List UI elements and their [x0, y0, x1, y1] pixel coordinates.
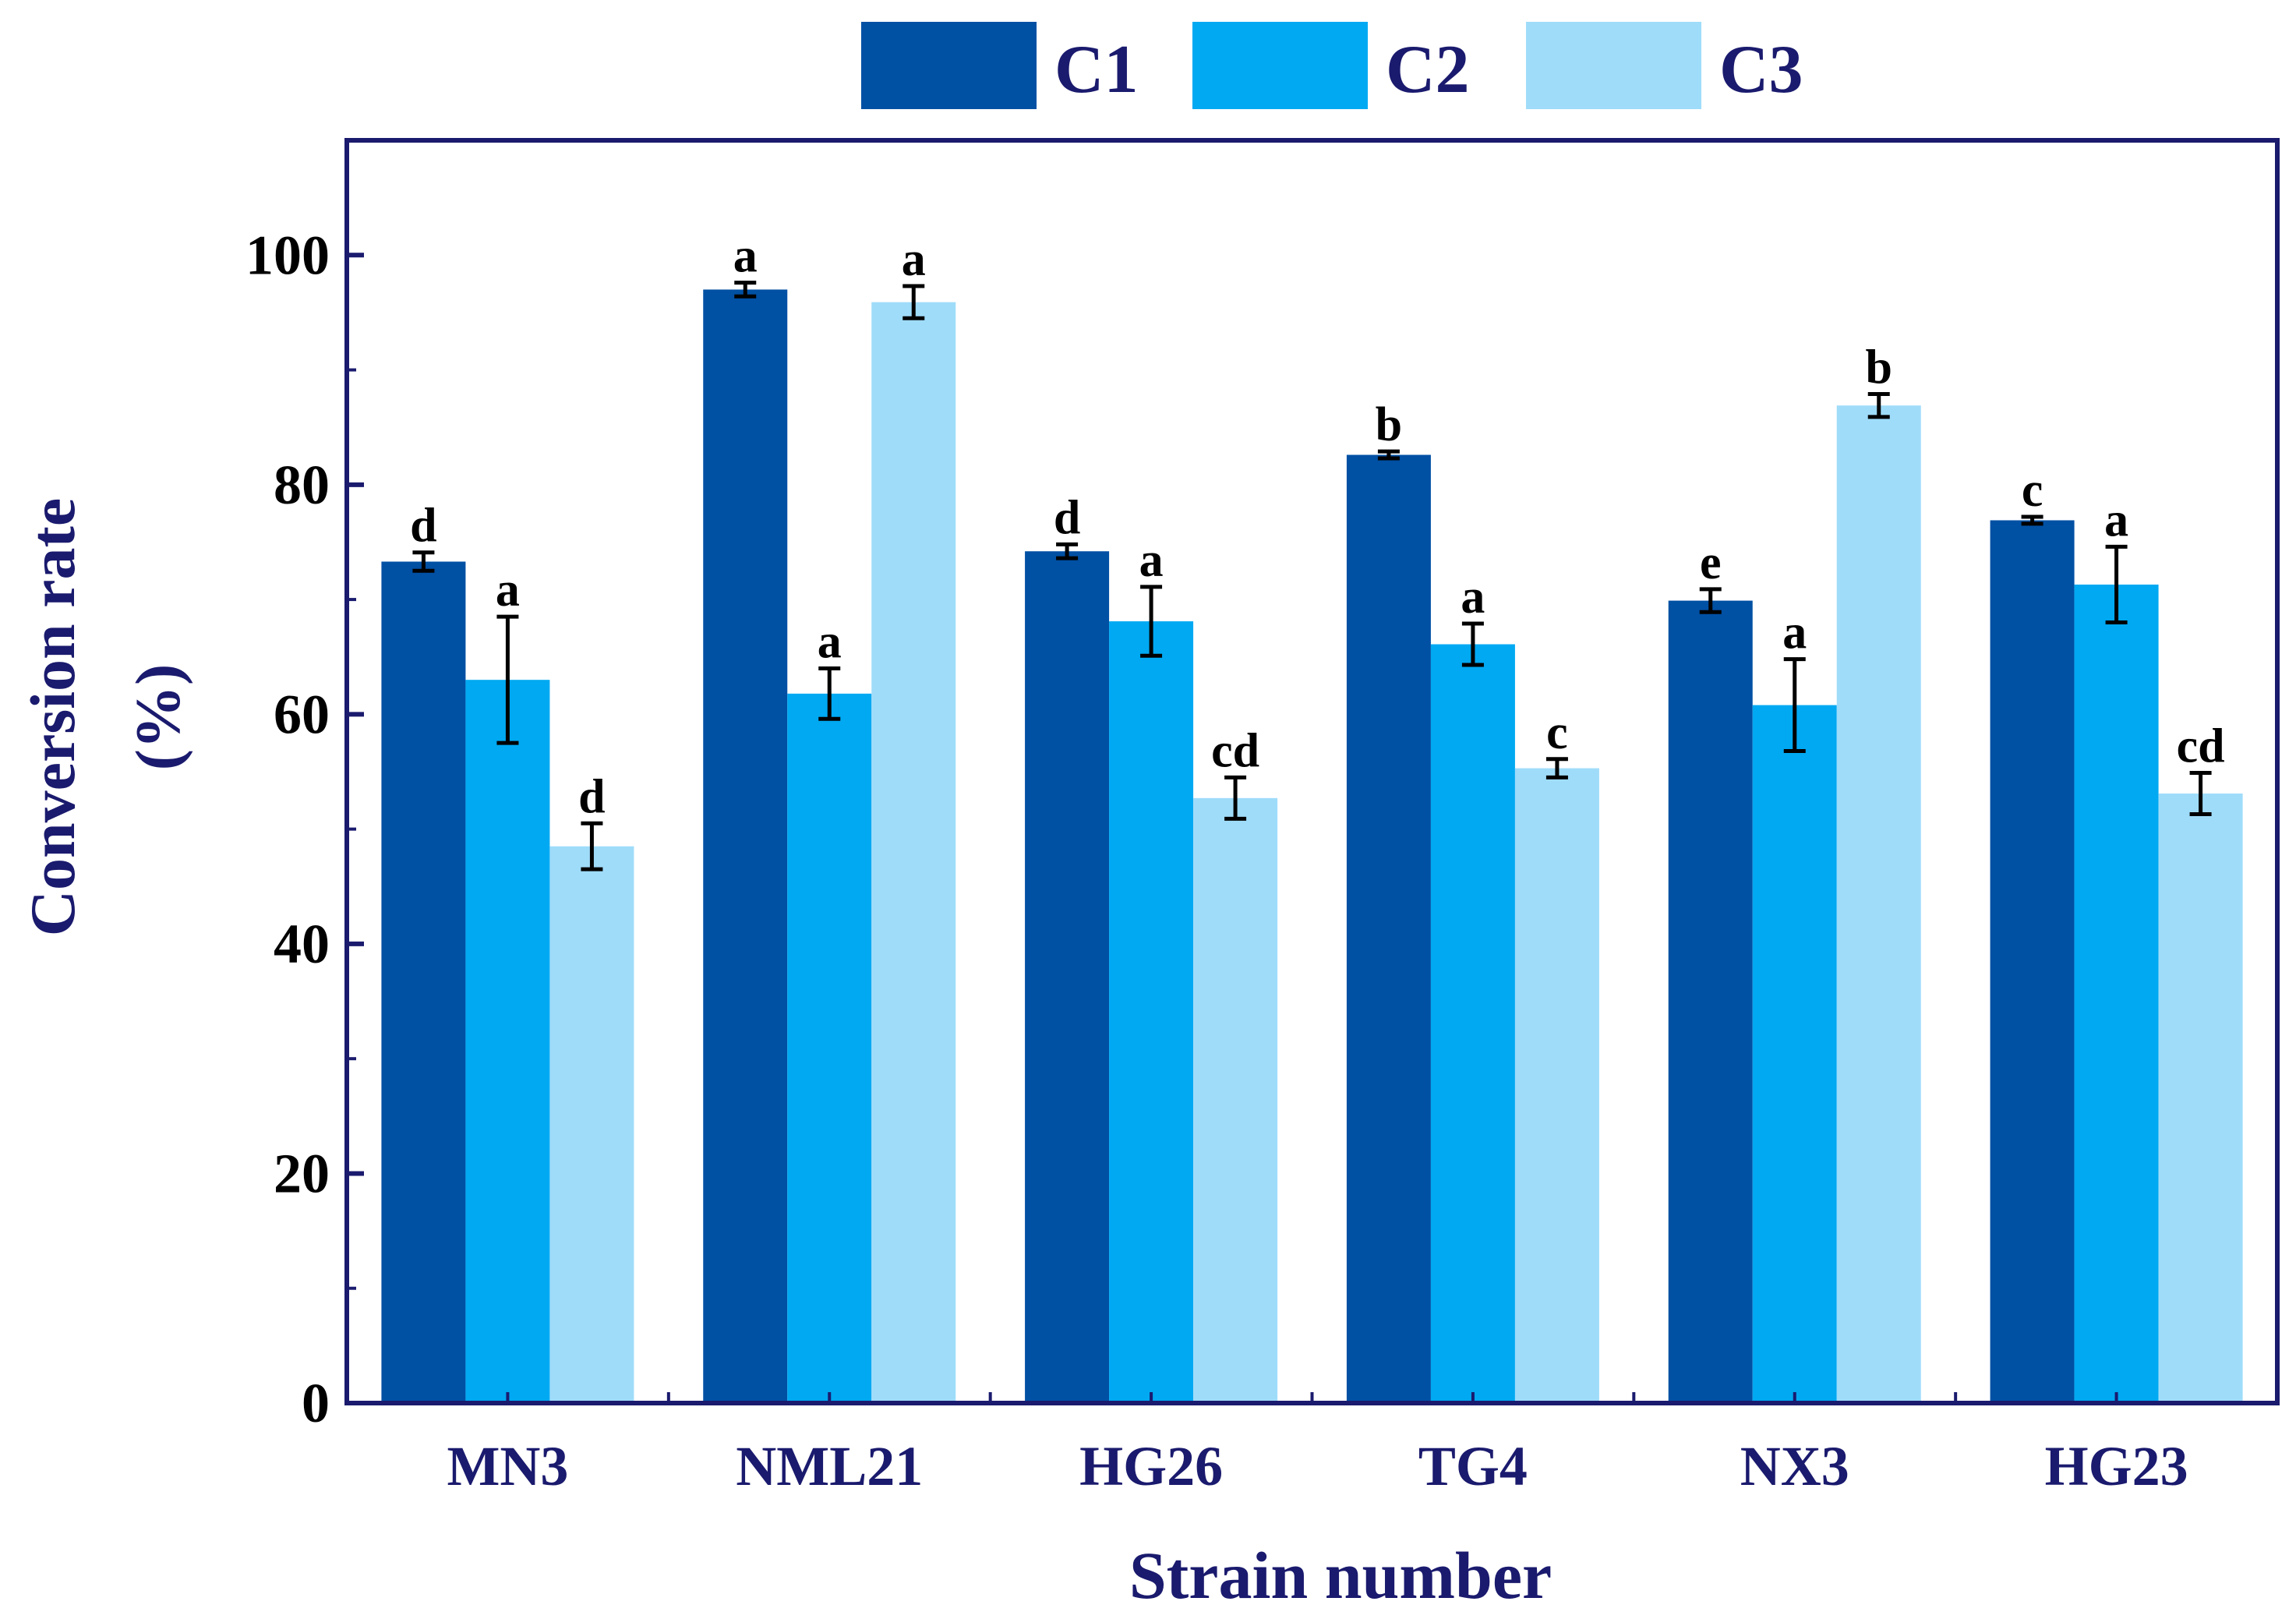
error-bar-c3-hg26	[1224, 775, 1247, 821]
significance-letter: a	[902, 233, 926, 286]
bar-c3-mn3	[549, 846, 634, 1403]
bar-c3-nx3	[1836, 405, 1921, 1404]
legend-swatch	[861, 22, 1037, 109]
legend-item-c2: C2	[1192, 22, 1470, 109]
bar-c1-tg4	[1346, 454, 1431, 1403]
bar-c1-hg23	[1990, 520, 2075, 1404]
error-bar-c2-tg4	[1461, 621, 1484, 667]
error-bar-c2-hg23	[2105, 544, 2128, 625]
y-axis-label: Conversion rate	[17, 498, 88, 937]
y-tick-label: 0	[302, 1372, 330, 1434]
bar-c3-hg23	[2158, 793, 2243, 1403]
error-bar-c2-nml21	[818, 666, 841, 721]
legend-swatch	[1526, 22, 1701, 109]
y-tick-label: 60	[274, 683, 330, 745]
error-bar-c1-hg26	[1056, 542, 1079, 560]
bar-c1-mn3	[381, 561, 466, 1403]
significance-letter: d	[410, 500, 436, 553]
error-bar-c1-hg23	[2021, 514, 2043, 526]
bar-c2-hg26	[1109, 621, 1194, 1403]
bars-layer: d a d a a a d a cd b a c e a b c a cd	[381, 230, 2243, 1404]
significance-letter: b	[1376, 398, 1402, 451]
significance-letter: cd	[1211, 724, 1259, 777]
error-bar-c1-tg4	[1377, 449, 1400, 461]
significance-letter: a	[733, 230, 758, 283]
significance-letter: a	[1139, 534, 1164, 587]
y-tick-label: 20	[274, 1142, 330, 1204]
legend: C1 C2 C3	[861, 22, 1803, 109]
error-bar-c3-mn3	[581, 821, 603, 871]
x-tick-label: NX3	[1740, 1435, 1849, 1497]
bar-c3-nml21	[871, 302, 956, 1403]
bar-c1-nml21	[703, 289, 788, 1403]
error-bar-c2-hg26	[1140, 585, 1163, 658]
plot-frame	[344, 138, 2280, 1405]
significance-letter: c	[1546, 706, 1568, 759]
significance-letter: c	[2022, 464, 2043, 517]
error-bar-c3-nx3	[1867, 391, 1890, 419]
error-bar-c2-nx3	[1783, 657, 1806, 753]
bar-c2-tg4	[1430, 644, 1515, 1403]
significance-letter: a	[496, 564, 520, 617]
significance-letter: e	[1700, 536, 1722, 589]
bar-c1-hg26	[1025, 551, 1110, 1404]
legend-label: C2	[1386, 32, 1470, 108]
legend-label: C3	[1719, 32, 1803, 108]
y-tick-label: 100	[245, 224, 330, 286]
y-axis-unit-label: (%)	[122, 664, 193, 771]
error-bar-c1-nml21	[734, 281, 757, 299]
significance-letter: d	[578, 770, 605, 823]
error-bar-c3-tg4	[1545, 757, 1568, 779]
bar-c2-nx3	[1752, 705, 1837, 1403]
x-tick-label: HG23	[2045, 1435, 2188, 1497]
error-bar-c3-nml21	[903, 284, 925, 320]
significance-letter: a	[1461, 571, 1485, 624]
bar-c1-nx3	[1668, 600, 1753, 1403]
axes-layer: MN3 NML21 HG26 TG4 NX3 HG23 0 20 40 60 80 100	[245, 138, 2280, 1497]
x-tick-label: MN3	[447, 1435, 568, 1497]
legend-swatch	[1192, 22, 1368, 109]
x-tick-label: TG4	[1418, 1435, 1528, 1497]
x-tick-label: HG26	[1079, 1435, 1223, 1497]
error-bar-c3-hg23	[2189, 770, 2212, 816]
significance-letter: a	[818, 615, 842, 668]
y-tick-label: 40	[274, 913, 330, 975]
y-tick-label: 80	[274, 454, 330, 516]
significance-letter: a	[1782, 606, 1807, 659]
bar-c2-hg23	[2074, 584, 2159, 1403]
bar-c2-mn3	[465, 680, 550, 1403]
legend-label: C1	[1054, 32, 1139, 108]
legend-item-c1: C1	[861, 22, 1139, 109]
bar-c2-nml21	[787, 693, 872, 1403]
error-bar-c1-mn3	[412, 550, 435, 573]
significance-letter: b	[1866, 341, 1892, 394]
error-bar-c2-mn3	[496, 614, 519, 745]
x-axis-label: Strain number	[1129, 1538, 1552, 1613]
significance-letter: d	[1054, 491, 1080, 544]
bar-c3-hg26	[1193, 797, 1278, 1403]
significance-letter: a	[2104, 493, 2128, 546]
error-bar-c1-nx3	[1699, 587, 1722, 614]
bar-c3-tg4	[1514, 768, 1599, 1403]
legend-item-c3: C3	[1526, 22, 1803, 109]
x-tick-label: NML21	[736, 1435, 923, 1497]
significance-letter: cd	[2177, 719, 2225, 772]
